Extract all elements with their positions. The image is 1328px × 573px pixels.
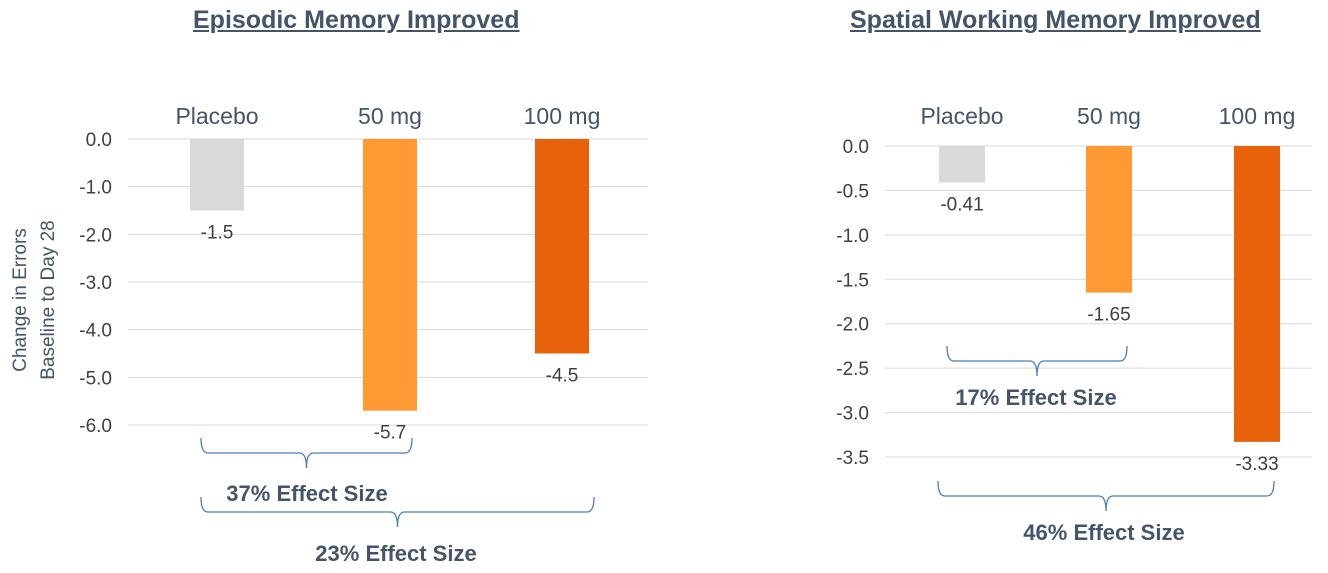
data-label-0-1: -5.7 (374, 423, 407, 444)
bar-1-2 (1234, 146, 1280, 442)
data-label-0-2: -4.5 (546, 366, 579, 387)
effect-brace-0-1 (200, 496, 595, 528)
y-tick-label-0-5: -5.0 (79, 368, 112, 389)
bar-1-0 (939, 146, 985, 183)
data-label-1-1: -1.65 (1087, 305, 1130, 326)
category-label-0-0: Placebo (175, 103, 258, 129)
bar-0-0 (190, 139, 244, 211)
bar-1-1 (1086, 146, 1132, 293)
effect-size-label-1-1: 46% Effect Size (1023, 520, 1184, 545)
y-tick-label-0-2: -2.0 (79, 225, 112, 246)
y-tick-label-0-1: -1.0 (79, 178, 112, 199)
y-tick-label-1-3: -1.5 (836, 270, 869, 291)
y-tick-label-1-1: -0.5 (836, 181, 869, 202)
y-tick-label-0-4: -4.0 (79, 321, 112, 342)
chart-title-spatial: Spatial Working Memory Improved (850, 6, 1261, 34)
effect-brace-0-0 (200, 437, 413, 469)
data-label-1-2: -3.33 (1235, 454, 1278, 475)
effect-size-label-1-0: 17% Effect Size (955, 385, 1116, 410)
y-tick-label-1-0: 0.0 (843, 137, 869, 158)
y-tick-label-1-7: -3.5 (836, 448, 869, 469)
y-tick-label-0-3: -3.0 (79, 273, 112, 294)
chart-title-episodic: Episodic Memory Improved (193, 6, 520, 34)
effect-brace-1-1 (937, 480, 1275, 512)
y-tick-label-1-6: -3.0 (836, 404, 869, 425)
category-label-0-1: 50 mg (358, 103, 422, 129)
y-tick-label-0-6: -6.0 (79, 416, 112, 437)
category-label-1-2: 100 mg (1219, 103, 1296, 129)
data-label-1-0: -0.41 (940, 194, 983, 215)
y-tick-label-1-5: -2.5 (836, 359, 869, 380)
y-tick-label-1-2: -1.0 (836, 226, 869, 247)
data-label-0-0: -1.5 (201, 223, 234, 244)
effect-brace-1-0 (946, 345, 1128, 377)
category-label-1-0: Placebo (920, 103, 1003, 129)
category-label-1-1: 50 mg (1077, 103, 1141, 129)
bar-0-2 (535, 139, 589, 354)
y-tick-label-1-4: -2.0 (836, 315, 869, 336)
y-tick-label-0-0: 0.0 (86, 130, 112, 151)
effect-size-label-0-1: 23% Effect Size (315, 541, 476, 566)
bar-0-1 (363, 139, 417, 411)
category-label-0-2: 100 mg (524, 103, 601, 129)
effect-size-label-0-0: 37% Effect Size (226, 481, 387, 506)
